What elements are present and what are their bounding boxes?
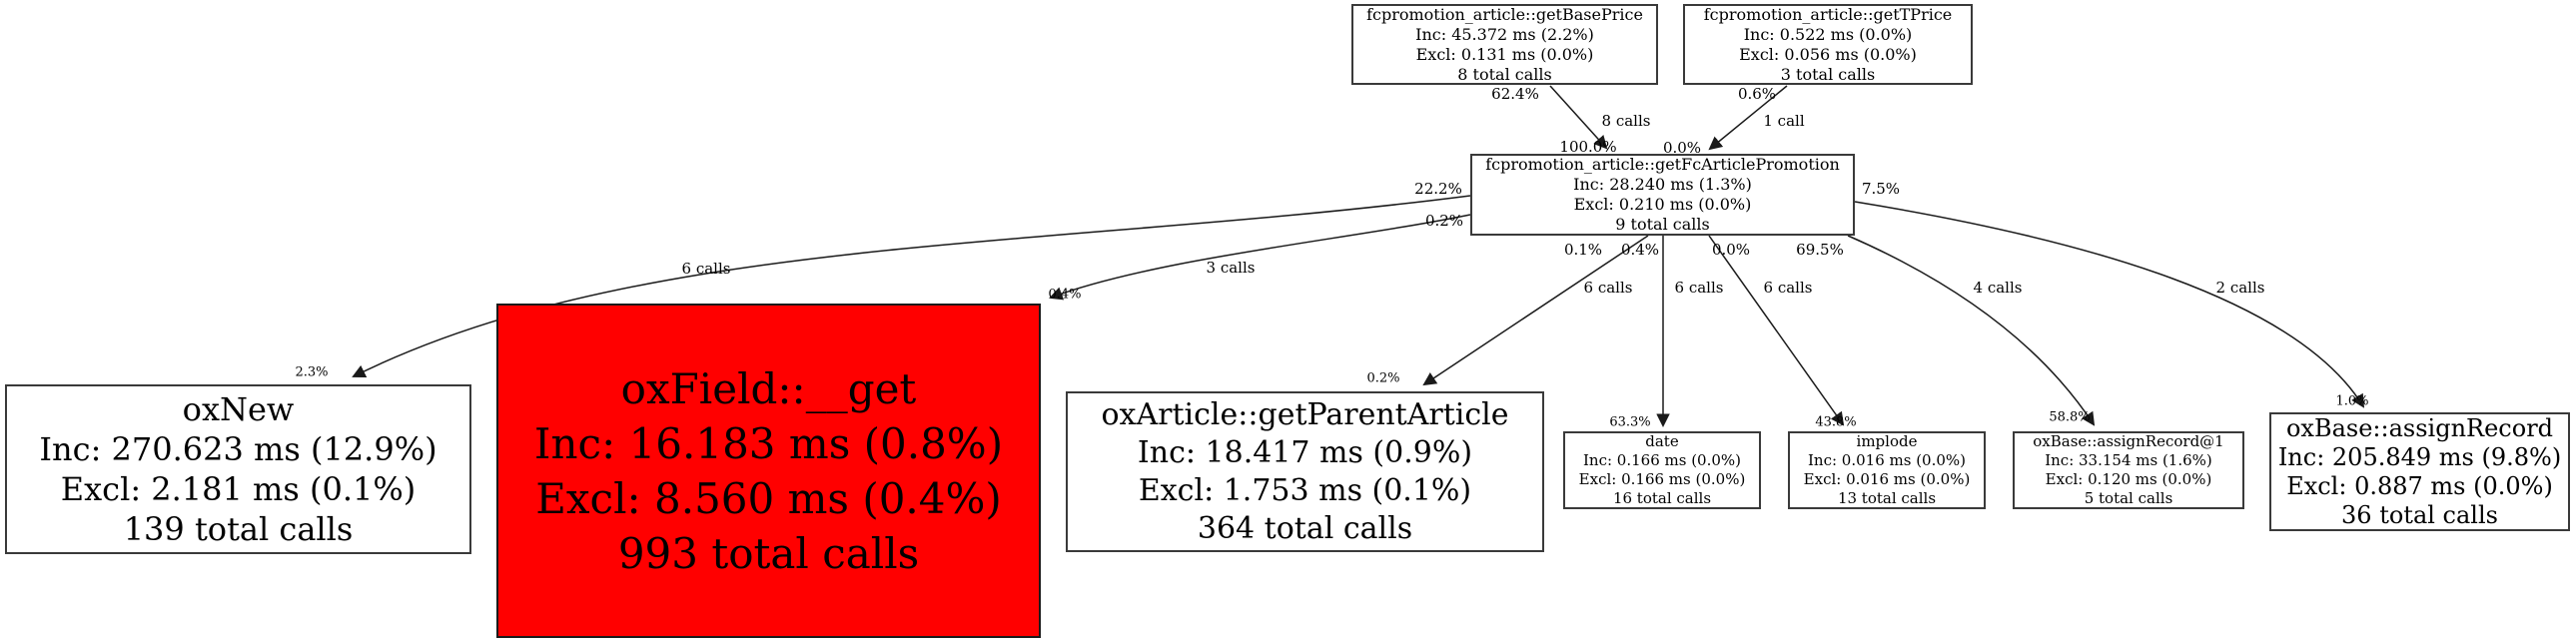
node-getbaseprice: fcpromotion_article::getBasePrice Inc: 4…	[1351, 4, 1658, 85]
edge-head-percent-label: 0.4%	[1048, 287, 1082, 303]
node-title: oxBase::assignRecord	[2285, 413, 2554, 442]
node-title: fcpromotion_article::getTPrice	[1703, 4, 1953, 24]
node-exclusive-time: Excl: 0.166 ms (0.0%)	[1578, 470, 1746, 488]
node-total-calls: 993 total calls	[617, 528, 920, 578]
edge-calls-label: 6 calls	[681, 260, 731, 278]
node-assignrecord: oxBase::assignRecord Inc: 205.849 ms (9.…	[2269, 412, 2570, 531]
node-inclusive-time: Inc: 0.166 ms (0.0%)	[1582, 451, 1742, 469]
node-total-calls: 9 total calls	[1615, 215, 1710, 234]
node-total-calls: 36 total calls	[2341, 500, 2498, 529]
node-title: date	[1645, 432, 1679, 450]
node-title: oxField::__get	[620, 363, 917, 413]
edge-getfcarticlepromotion-to-assignrecord	[1854, 201, 2365, 408]
edge-tail-percent-label: 0.0%	[1711, 241, 1751, 259]
node-total-calls: 364 total calls	[1197, 510, 1413, 546]
node-inclusive-time: Inc: 270.623 ms (12.9%)	[39, 430, 437, 468]
node-date: date Inc: 0.166 ms (0.0%) Excl: 0.166 ms…	[1563, 431, 1761, 509]
edge-calls-label: 6 calls	[1763, 279, 1813, 297]
node-total-calls: 3 total calls	[1780, 64, 1876, 84]
edge-calls-label: 3 calls	[1206, 259, 1256, 277]
edge-getfcarticlepromotion-to-implode	[1708, 235, 1845, 426]
node-inclusive-time: Inc: 0.016 ms (0.0%)	[1807, 451, 1967, 469]
node-title: fcpromotion_article::getFcArticlePromoti…	[1485, 155, 1840, 174]
edge-getbaseprice-to-getfcarticlepromotion	[1549, 85, 1608, 150]
edge-tail-percent-label: 7.5%	[1861, 180, 1901, 198]
node-oxfield-get: oxField::__get Inc: 16.183 ms (0.8%) Exc…	[496, 304, 1041, 638]
node-title: fcpromotion_article::getBasePrice	[1366, 4, 1643, 24]
edge-calls-label: 2 calls	[2215, 279, 2265, 297]
node-total-calls: 5 total calls	[2084, 489, 2173, 507]
node-title: implode	[1856, 432, 1918, 450]
node-inclusive-time: Inc: 28.240 ms (1.3%)	[1573, 175, 1752, 194]
edge-head-percent-label: 63.3%	[1609, 414, 1651, 430]
node-inclusive-time: Inc: 33.154 ms (1.6%)	[2045, 451, 2212, 469]
node-getparentarticle: oxArticle::getParentArticle Inc: 18.417 …	[1066, 391, 1544, 552]
edge-gettprice-to-getfcarticlepromotion	[1708, 85, 1788, 151]
edge-calls-label: 1 call	[1763, 112, 1805, 130]
edge-tail-percent-label: 0.2%	[1424, 212, 1464, 230]
node-oxnew: oxNew Inc: 270.623 ms (12.9%) Excl: 2.18…	[5, 384, 471, 554]
node-total-calls: 8 total calls	[1457, 64, 1552, 84]
node-implode: implode Inc: 0.016 ms (0.0%) Excl: 0.016…	[1788, 431, 1986, 509]
edge-head-percent-label: 100.0%	[1559, 138, 1617, 156]
node-inclusive-time: Inc: 0.522 ms (0.0%)	[1743, 24, 1913, 44]
edge-head-percent-label: 0.2%	[1366, 370, 1400, 386]
node-title: oxNew	[182, 390, 295, 428]
node-exclusive-time: Excl: 1.753 ms (0.1%)	[1138, 472, 1472, 508]
node-gettprice: fcpromotion_article::getTPrice Inc: 0.52…	[1683, 4, 1973, 85]
node-exclusive-time: Excl: 8.560 ms (0.4%)	[535, 473, 1002, 523]
node-total-calls: 139 total calls	[123, 510, 354, 548]
node-getfcarticlepromotion: fcpromotion_article::getFcArticlePromoti…	[1470, 154, 1855, 236]
edge-getfcarticlepromotion-to-oxfield-get	[1049, 214, 1471, 301]
node-title: oxBase::assignRecord@1	[2033, 432, 2224, 450]
node-title: oxArticle::getParentArticle	[1101, 396, 1509, 432]
node-inclusive-time: Inc: 45.372 ms (2.2%)	[1415, 24, 1594, 44]
edge-head-percent-label: 0.0%	[1662, 139, 1702, 157]
edge-calls-label: 6 calls	[1674, 279, 1724, 297]
node-exclusive-time: Excl: 0.056 ms (0.0%)	[1739, 44, 1917, 64]
edge-calls-label: 4 calls	[1973, 279, 2023, 297]
edge-tail-percent-label: 69.5%	[1796, 241, 1844, 259]
node-total-calls: 13 total calls	[1837, 489, 1937, 507]
node-inclusive-time: Inc: 18.417 ms (0.9%)	[1137, 434, 1473, 470]
edge-tail-percent-label: 0.6%	[1737, 85, 1777, 103]
edge-head-percent-label: 2.3%	[295, 364, 329, 380]
node-exclusive-time: Excl: 0.016 ms (0.0%)	[1803, 470, 1971, 488]
edge-tail-percent-label: 22.2%	[1414, 180, 1462, 198]
node-assignrecord-at-1: oxBase::assignRecord@1 Inc: 33.154 ms (1…	[2013, 431, 2244, 509]
edge-getfcarticlepromotion-to-oxnew	[352, 195, 1471, 377]
node-inclusive-time: Inc: 205.849 ms (9.8%)	[2277, 442, 2562, 471]
node-exclusive-time: Excl: 0.887 ms (0.0%)	[2286, 471, 2553, 500]
edge-tail-percent-label: 0.1%	[1563, 241, 1603, 259]
edge-calls-label: 8 calls	[1601, 112, 1651, 130]
edge-getfcarticlepromotion-to-getparentarticle	[1422, 235, 1649, 386]
edge-getfcarticlepromotion-to-assignrecord-at-1	[1847, 235, 2096, 426]
edge-head-percent-label: 1.0%	[2335, 393, 2369, 409]
node-exclusive-time: Excl: 0.131 ms (0.0%)	[1415, 44, 1594, 64]
edge-calls-label: 6 calls	[1583, 279, 1633, 297]
edge-head-percent-label: 58.8%	[2049, 409, 2091, 425]
node-exclusive-time: Excl: 2.181 ms (0.1%)	[60, 470, 417, 508]
node-total-calls: 16 total calls	[1612, 489, 1712, 507]
node-exclusive-time: Excl: 0.120 ms (0.0%)	[2045, 470, 2212, 488]
edge-tail-percent-label: 62.4%	[1491, 85, 1539, 103]
edge-tail-percent-label: 0.4%	[1620, 241, 1660, 259]
edge-head-percent-label: 43.8%	[1815, 414, 1857, 430]
node-inclusive-time: Inc: 16.183 ms (0.8%)	[533, 418, 1004, 468]
node-exclusive-time: Excl: 0.210 ms (0.0%)	[1573, 195, 1752, 214]
